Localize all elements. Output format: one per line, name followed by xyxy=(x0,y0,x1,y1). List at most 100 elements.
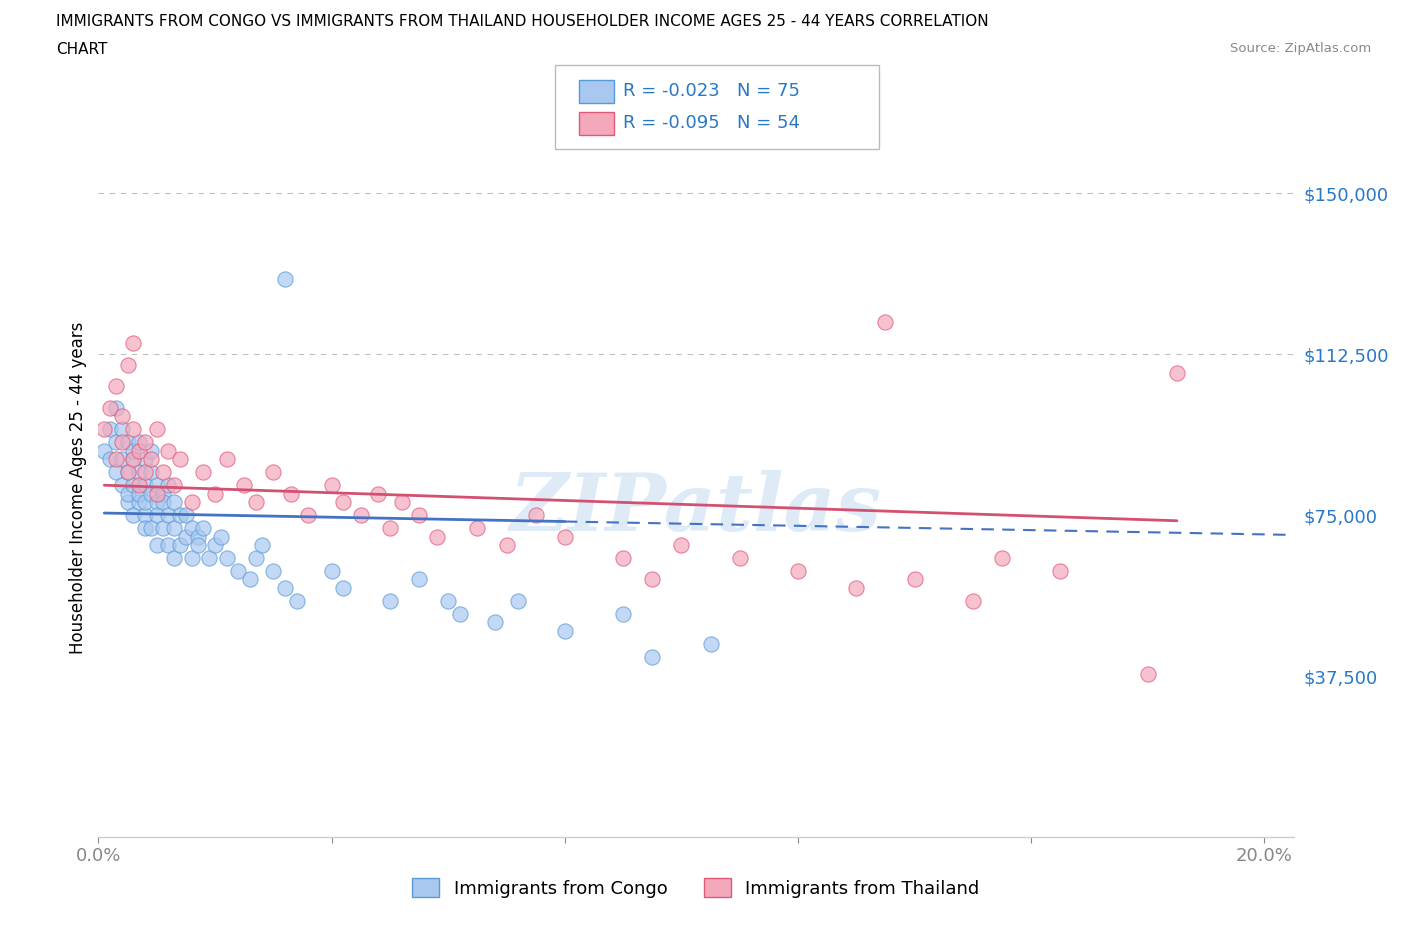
Point xyxy=(169,452,191,467)
Point xyxy=(215,551,238,565)
Point xyxy=(122,508,145,523)
Point xyxy=(122,422,145,437)
Point xyxy=(262,465,284,480)
Point xyxy=(98,452,121,467)
Point xyxy=(117,486,139,501)
Point xyxy=(117,465,139,480)
Point xyxy=(152,495,174,510)
Point xyxy=(1049,564,1071,578)
Point xyxy=(524,508,547,523)
Point xyxy=(1166,366,1188,381)
Point xyxy=(117,357,139,372)
Point xyxy=(163,521,186,536)
Point xyxy=(408,508,430,523)
Point xyxy=(128,495,150,510)
Point xyxy=(134,521,156,536)
Point xyxy=(321,564,343,578)
Point xyxy=(145,486,167,501)
Point xyxy=(484,615,506,630)
Point xyxy=(245,551,267,565)
Point xyxy=(152,486,174,501)
Point xyxy=(437,593,460,608)
Point xyxy=(962,593,984,608)
Point xyxy=(145,495,167,510)
Point xyxy=(285,593,308,608)
Point xyxy=(554,623,576,638)
Point xyxy=(554,529,576,544)
Point xyxy=(467,521,489,536)
Y-axis label: Householder Income Ages 25 - 44 years: Householder Income Ages 25 - 44 years xyxy=(69,322,87,655)
Point xyxy=(233,478,256,493)
Point xyxy=(152,521,174,536)
Point xyxy=(321,478,343,493)
Point xyxy=(145,422,167,437)
Point xyxy=(367,486,389,501)
Point xyxy=(378,593,401,608)
Point xyxy=(104,465,127,480)
Point xyxy=(180,551,202,565)
Point xyxy=(174,508,197,523)
Point xyxy=(274,272,297,286)
Point xyxy=(104,379,127,393)
Point xyxy=(134,478,156,493)
Point xyxy=(157,538,180,552)
Point xyxy=(145,508,167,523)
Point xyxy=(163,551,186,565)
Text: Source: ZipAtlas.com: Source: ZipAtlas.com xyxy=(1230,42,1371,55)
Point xyxy=(111,422,134,437)
Point xyxy=(991,551,1014,565)
Point xyxy=(157,478,180,493)
Point xyxy=(122,452,145,467)
Point xyxy=(671,538,693,552)
Point xyxy=(350,508,373,523)
Point xyxy=(169,508,191,523)
Point xyxy=(699,636,721,651)
Point xyxy=(134,434,156,449)
Point xyxy=(139,452,162,467)
Point xyxy=(787,564,810,578)
Point xyxy=(180,495,202,510)
Point xyxy=(122,452,145,467)
Text: R = -0.095   N = 54: R = -0.095 N = 54 xyxy=(623,113,800,132)
Point xyxy=(297,508,319,523)
Point xyxy=(209,529,232,544)
Point xyxy=(425,529,447,544)
Point xyxy=(163,495,186,510)
Point xyxy=(378,521,401,536)
Point xyxy=(98,422,121,437)
Point xyxy=(728,551,751,565)
Point xyxy=(157,508,180,523)
Point xyxy=(641,572,664,587)
Point xyxy=(145,538,167,552)
Point xyxy=(180,521,202,536)
Point xyxy=(111,478,134,493)
Point xyxy=(193,465,215,480)
Point xyxy=(1136,667,1159,682)
Point xyxy=(250,538,273,552)
Point xyxy=(111,434,134,449)
Point xyxy=(128,465,150,480)
Point xyxy=(128,486,150,501)
Text: R = -0.023   N = 75: R = -0.023 N = 75 xyxy=(623,82,800,100)
Point xyxy=(145,478,167,493)
Point xyxy=(391,495,413,510)
Point xyxy=(508,593,530,608)
Point xyxy=(204,538,226,552)
Point xyxy=(98,400,121,415)
Point xyxy=(198,551,221,565)
Point xyxy=(186,529,208,544)
Point xyxy=(152,465,174,480)
Point xyxy=(641,649,664,664)
Point xyxy=(139,521,162,536)
Point xyxy=(111,452,134,467)
Point xyxy=(139,486,162,501)
Point xyxy=(93,422,115,437)
Point xyxy=(193,521,215,536)
Point xyxy=(139,444,162,458)
Point xyxy=(332,495,354,510)
Point xyxy=(274,580,297,595)
Point xyxy=(111,409,134,424)
Point xyxy=(449,606,471,621)
Point xyxy=(122,478,145,493)
Point xyxy=(228,564,250,578)
